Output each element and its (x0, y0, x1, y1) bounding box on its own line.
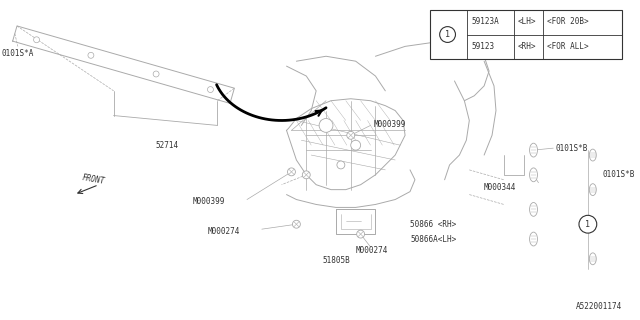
Circle shape (337, 161, 345, 169)
Ellipse shape (529, 168, 538, 182)
Circle shape (440, 27, 456, 43)
Circle shape (319, 118, 333, 132)
Circle shape (207, 87, 213, 92)
Text: 51805B: 51805B (322, 256, 350, 265)
Circle shape (302, 171, 310, 179)
Text: 0101S*A: 0101S*A (2, 49, 35, 58)
Circle shape (153, 71, 159, 77)
Ellipse shape (589, 253, 596, 265)
Ellipse shape (589, 149, 596, 161)
Text: <FOR ALL>: <FOR ALL> (547, 42, 589, 51)
Circle shape (351, 140, 360, 150)
Circle shape (33, 37, 40, 43)
Text: FRONT: FRONT (81, 173, 106, 186)
Ellipse shape (589, 218, 596, 230)
Text: 59123A: 59123A (471, 17, 499, 26)
Text: <LH>: <LH> (518, 17, 536, 26)
Text: <RH>: <RH> (518, 42, 536, 51)
Circle shape (88, 52, 94, 58)
Text: 50866A<LH>: 50866A<LH> (410, 235, 456, 244)
Bar (430, 10, 623, 59)
Text: A522001174: A522001174 (576, 302, 623, 311)
Text: 59123: 59123 (471, 42, 495, 51)
Text: M000274: M000274 (207, 227, 240, 236)
Text: 52714: 52714 (155, 141, 179, 150)
Ellipse shape (589, 184, 596, 196)
Circle shape (292, 220, 300, 228)
Ellipse shape (529, 232, 538, 246)
Text: M000344: M000344 (484, 183, 516, 192)
Text: 1: 1 (445, 30, 450, 39)
Text: M000399: M000399 (374, 120, 406, 129)
Text: 0101S*B: 0101S*B (556, 144, 588, 153)
Text: M000274: M000274 (356, 246, 388, 255)
Text: M000399: M000399 (193, 197, 225, 206)
Text: 0101S*B: 0101S*B (603, 170, 635, 179)
Circle shape (347, 131, 355, 139)
Circle shape (579, 215, 596, 233)
Ellipse shape (529, 143, 538, 157)
Circle shape (356, 230, 365, 238)
Circle shape (287, 168, 296, 176)
Ellipse shape (529, 203, 538, 216)
Text: 50866 <RH>: 50866 <RH> (410, 220, 456, 229)
Text: 1: 1 (586, 220, 590, 229)
Text: <FOR 20B>: <FOR 20B> (547, 17, 589, 26)
